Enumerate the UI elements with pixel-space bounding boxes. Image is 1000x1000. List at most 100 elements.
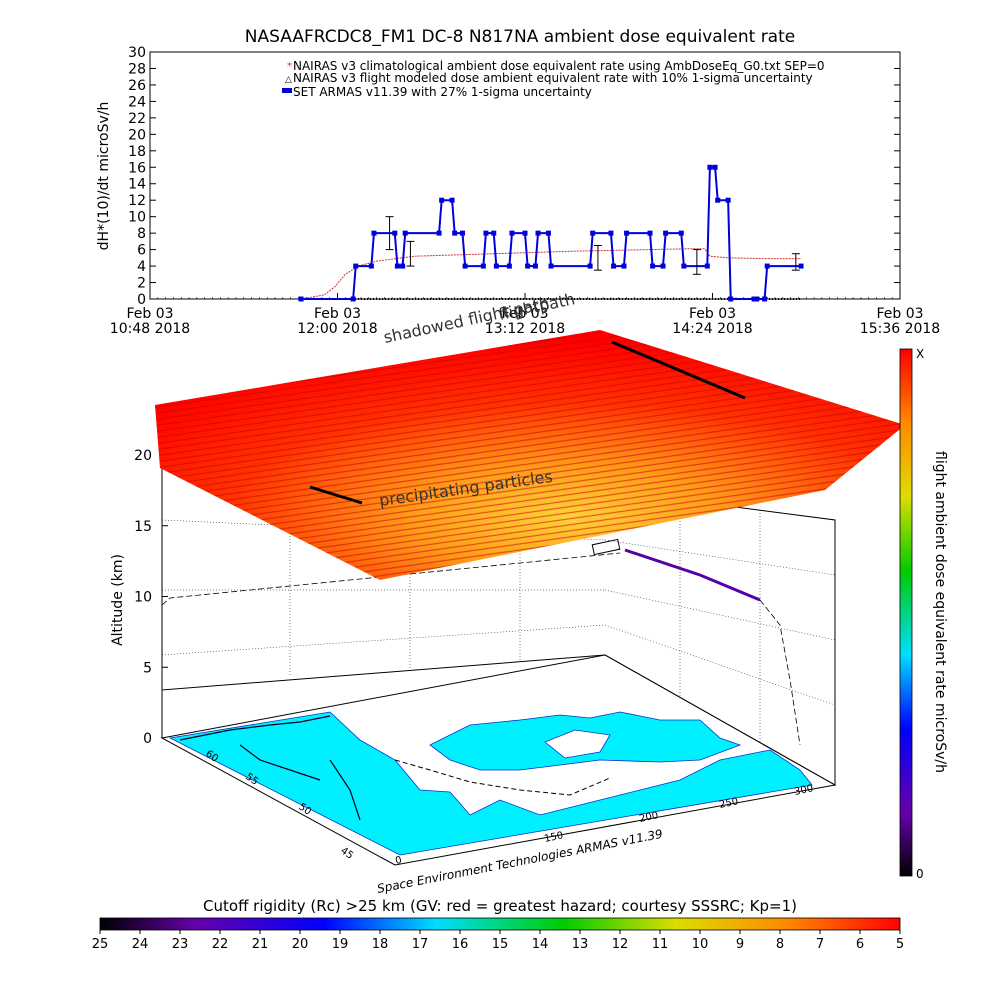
- lon-tick-label: 200: [638, 810, 659, 825]
- z-tick-label: 0: [143, 731, 152, 747]
- colorbar-rigidity-tick-label: 18: [372, 937, 389, 952]
- map-land: [168, 654, 836, 856]
- armas-point: [298, 296, 304, 302]
- lon-tick-label: 300: [793, 783, 814, 798]
- y-tick-label: 14: [128, 177, 146, 193]
- shadowed-track-1: [611, 340, 746, 400]
- armas-point: [725, 197, 731, 203]
- colorbar-rigidity-tick-label: 14: [532, 937, 549, 952]
- armas-point: [493, 263, 499, 269]
- y-tick-label: 28: [128, 61, 146, 77]
- colorbar-rigidity-tick-label: 8: [776, 937, 784, 952]
- colorbar-rigidity-tick-label: 19: [332, 937, 349, 952]
- x-tick-label-date: Feb 03: [876, 306, 923, 322]
- armas-point: [480, 263, 486, 269]
- x-tick-label-date: Feb 03: [126, 306, 173, 322]
- colorbar-dose-bar: [899, 348, 913, 877]
- armas-point: [509, 230, 515, 236]
- armas-point: [751, 296, 757, 302]
- legend-entry-armas: SET ARMAS v11.39 with 27% 1-sigma uncert…: [282, 85, 592, 99]
- shadowed-track-2: [309, 485, 363, 505]
- flight-path-altitude: [624, 548, 761, 602]
- z-tick-label: 10: [134, 590, 152, 606]
- colorbar-dose-top-label: X: [916, 347, 924, 361]
- armas-point: [590, 230, 596, 236]
- legend-label-nairas-modeled: NAIRAS v3 flight modeled dose ambient eq…: [293, 71, 813, 85]
- armas-point: [394, 263, 400, 269]
- armas-point: [462, 263, 468, 269]
- z-tick-label: 15: [134, 519, 152, 535]
- colorbar-rigidity-tick-label: 17: [412, 937, 429, 952]
- colorbar-rigidity-tick-label: 15: [492, 937, 509, 952]
- armas-point: [715, 197, 721, 203]
- map-coast-dark: [179, 715, 361, 821]
- legend-marker-nairas-modeled: △: [285, 75, 292, 85]
- x-tick-label-date: Feb 03: [689, 306, 736, 322]
- armas-point: [707, 164, 713, 170]
- y-tick-label: 18: [128, 144, 146, 160]
- flight-path-ascent: [161, 552, 621, 606]
- z-tick-label: 5: [143, 660, 152, 676]
- chart-title: NASAAFRCDC8_FM1 DC-8 N817NA ambient dose…: [245, 27, 795, 47]
- y-tick-label: 20: [128, 127, 146, 143]
- y-tick-label: 30: [128, 45, 146, 61]
- y-tick-label: 22: [128, 111, 146, 127]
- armas-point: [647, 230, 653, 236]
- armas-point: [650, 263, 656, 269]
- armas-point: [624, 230, 630, 236]
- y-tick-label: 6: [137, 243, 146, 259]
- x-tick-label-time: 10:48 2018: [110, 321, 190, 337]
- colorbar-dose: X 0 flight ambient dose equivalent rate …: [899, 347, 948, 881]
- legend-label-armas: SET ARMAS v11.39 with 27% 1-sigma uncert…: [293, 85, 592, 99]
- armas-point: [754, 296, 760, 302]
- armas-point: [402, 230, 408, 236]
- legend: * NAIRAS v3 climatological ambient dose …: [282, 59, 825, 99]
- flight-path-3d: [161, 538, 801, 746]
- flight-path-descent: [759, 599, 801, 746]
- colorbar-rigidity-bar: [99, 917, 901, 931]
- colorbar-rigidity-tick-label: 22: [212, 937, 229, 952]
- z-tick-label: 20: [134, 448, 152, 464]
- legend-entry-nairas-modeled: △ NAIRAS v3 flight modeled dose ambient …: [285, 71, 813, 85]
- armas-point: [449, 197, 455, 203]
- colorbar-rigidity: Cutoff rigidity (Rc) >25 km (GV: red = g…: [92, 897, 904, 952]
- colorbar-rigidity-tick-label: 7: [816, 937, 824, 952]
- legend-marker-armas: [282, 88, 292, 93]
- armas-point: [678, 230, 684, 236]
- armas-point: [460, 230, 465, 236]
- colorbar-rigidity-tick-label: 23: [172, 937, 189, 952]
- armas-point: [483, 230, 489, 236]
- armas-point: [535, 230, 541, 236]
- colorbar-rigidity-tick-label: 5: [896, 937, 904, 952]
- floor-corner-label: 0: [394, 855, 403, 867]
- x-tick-label-time: 15:36 2018: [860, 321, 940, 337]
- colorbar-rigidity-label: Cutoff rigidity (Rc) >25 km (GV: red = g…: [203, 897, 797, 915]
- x-tick-label-time: 14:24 2018: [672, 321, 752, 337]
- armas-point: [436, 230, 442, 236]
- armas-point: [350, 296, 356, 302]
- colorbar-rigidity-tick-label: 13: [572, 937, 589, 952]
- colorbar-rigidity-tick-label: 12: [612, 937, 629, 952]
- lon-tick-label: 250: [718, 796, 739, 811]
- armas-point: [621, 263, 627, 269]
- colorbar-rigidity-tick-label: 6: [856, 937, 864, 952]
- x-tick-label-time: 13:12 2018: [485, 321, 565, 337]
- colorbar-rigidity-tick-label: 10: [692, 937, 709, 952]
- armas-point: [712, 164, 718, 170]
- armas-point: [353, 263, 359, 269]
- y-tick-label: 24: [128, 94, 146, 110]
- armas-point: [368, 263, 374, 269]
- armas-point: [392, 230, 398, 236]
- map-flight-track: [394, 759, 611, 796]
- colorbar-rigidity-tick-label: 24: [132, 937, 149, 952]
- map-lake: [544, 729, 611, 759]
- colorbar-rigidity-tick-label: 16: [452, 937, 469, 952]
- colorbar-rigidity-tick-label: 25: [92, 937, 109, 952]
- armas-point: [798, 263, 804, 269]
- armas-point: [545, 230, 551, 236]
- colorbar-dose-label: flight ambient dose equivalent rate micr…: [932, 451, 948, 773]
- y-tick-label: 12: [128, 193, 146, 209]
